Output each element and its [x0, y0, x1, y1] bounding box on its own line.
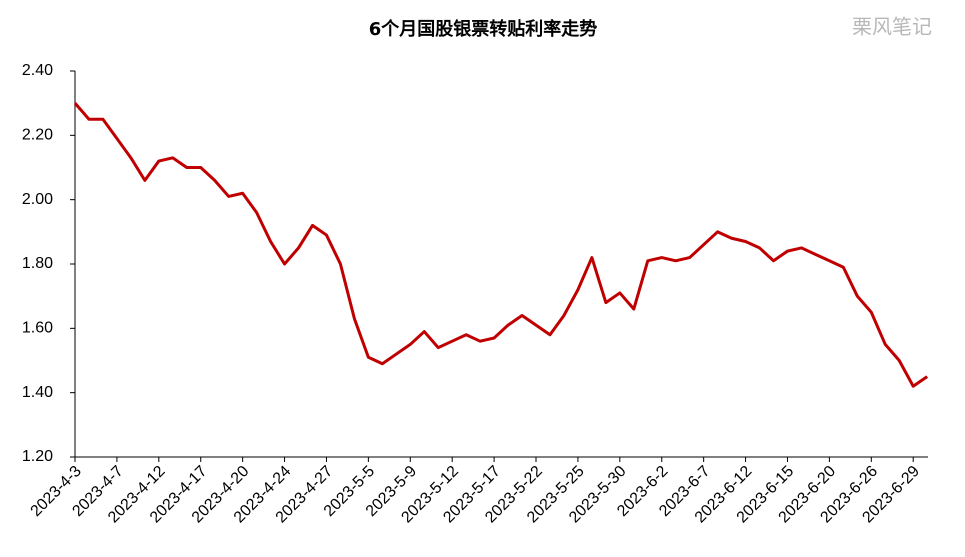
y-tick-label: 2.40 — [22, 62, 53, 79]
y-tick-label: 2.20 — [22, 127, 53, 144]
y-tick-label: 1.40 — [22, 384, 53, 401]
line-series — [73, 102, 929, 388]
y-tick-label: 1.80 — [22, 255, 53, 272]
y-tick-label: 1.20 — [22, 448, 53, 465]
y-tick-label: 1.60 — [22, 320, 53, 337]
chart-title: 6个月国股银票转贴利率走势 — [369, 18, 598, 40]
y-tick-label: 2.00 — [22, 191, 53, 208]
watermark: 栗风笔记 — [852, 15, 932, 39]
